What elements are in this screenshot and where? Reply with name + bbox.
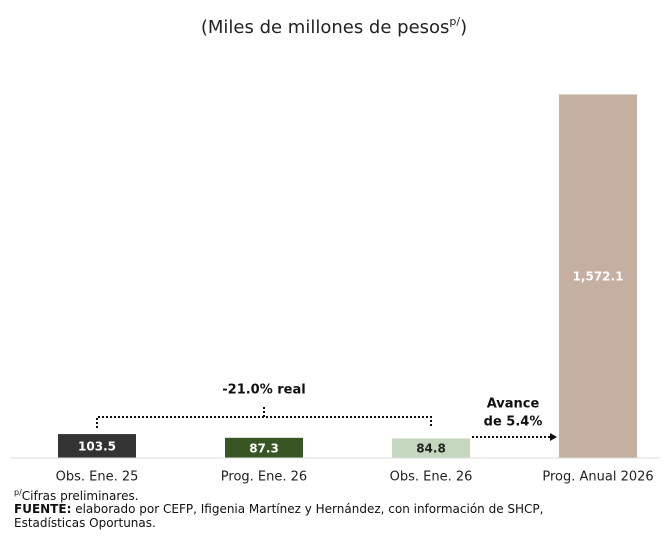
- x-tick-label: Prog. Ene. 26: [221, 470, 307, 485]
- footnote: p/Cifras preliminares.: [14, 486, 139, 503]
- value-label: 1,572.1: [573, 270, 624, 284]
- title-main: (Miles de millones de pesos: [201, 17, 450, 38]
- bar: [58, 434, 136, 458]
- bar: [225, 437, 303, 458]
- value-label: 87.3: [249, 441, 279, 455]
- change-bracket: [96, 405, 432, 428]
- title-superscript: p/: [449, 15, 460, 28]
- source: FUENTE: elaborado por CEFP, Ifigenia Mar…: [14, 502, 543, 530]
- progress-annotation: de 5.4%: [484, 415, 543, 430]
- source-label: FUENTE:: [14, 502, 72, 516]
- footnote-text: Cifras preliminares.: [21, 489, 139, 503]
- x-tick-label: Prog. Anual 2026: [542, 470, 653, 485]
- x-tick-label: Obs. Ene. 26: [390, 470, 473, 485]
- chart: (Miles de millones de pesosp/) 103.5 Obs.…: [10, 15, 660, 485]
- value-label: 84.8: [416, 442, 446, 456]
- bar: [392, 438, 470, 458]
- progress-annotation: Avance: [487, 397, 540, 412]
- title-end: ): [460, 17, 467, 38]
- source-line: elaborado por CEFP, Ifigenia Martínez y …: [75, 502, 544, 516]
- footnote-superscript: p/: [14, 488, 22, 497]
- chart-title: (Miles de millones de pesosp/): [201, 15, 467, 38]
- source-line: Estadísticas Oportunas.: [14, 516, 156, 530]
- change-annotation: -21.0% real: [222, 383, 305, 398]
- value-label: 103.5: [78, 440, 116, 454]
- bar: [559, 94, 637, 458]
- x-tick-label: Obs. Ene. 25: [56, 470, 139, 485]
- arrow-head: [550, 433, 557, 441]
